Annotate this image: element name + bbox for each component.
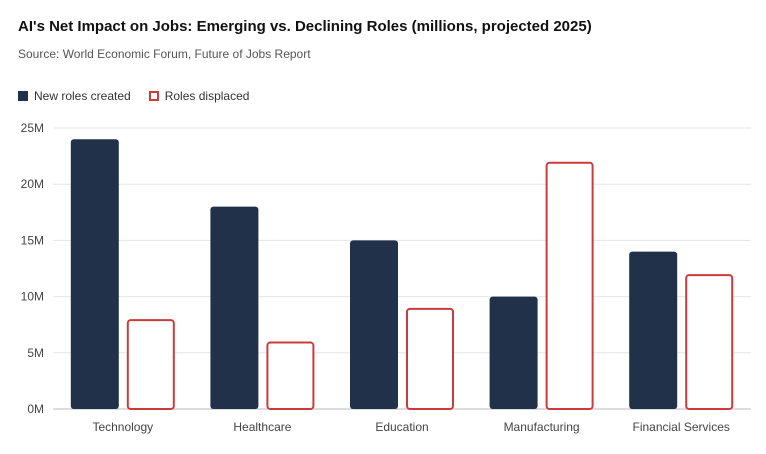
legend-label-displaced: Roles displaced (164, 89, 250, 103)
legend-swatch-created (18, 91, 28, 101)
chart-title: AI's Net Impact on Jobs: Emerging vs. De… (18, 18, 592, 35)
x-tick-label: Financial Services (633, 420, 730, 434)
bar-created-financial-services[interactable] (629, 251, 678, 409)
y-tick-label: 5M (27, 346, 44, 360)
legend-item-created[interactable]: New roles created (18, 89, 131, 103)
x-tick-label: Healthcare (233, 420, 291, 434)
y-tick-label: 15M (21, 233, 44, 247)
bar-displaced-education[interactable] (406, 307, 454, 410)
legend-label-created: New roles created (34, 89, 131, 103)
chart-subtitle: Source: World Economic Forum, Future of … (18, 47, 311, 61)
bar-created-technology[interactable] (70, 139, 119, 410)
x-tick-label: Education (375, 420, 428, 434)
bar-displaced-healthcare[interactable] (266, 341, 315, 410)
legend-swatch-displaced (148, 91, 159, 101)
y-tick-label: 25M (21, 121, 44, 135)
y-tick-label: 0M (27, 402, 44, 416)
bar-displaced-financial-services[interactable] (685, 274, 734, 410)
bar-created-manufacturing[interactable] (489, 296, 538, 409)
x-tick-label: Manufacturing (504, 420, 580, 434)
bar-displaced-manufacturing[interactable] (545, 161, 594, 410)
bar-created-education[interactable] (350, 240, 398, 409)
y-tick-label: 10M (21, 290, 44, 304)
bar-created-healthcare[interactable] (210, 206, 259, 409)
y-tick-label: 20M (21, 177, 44, 191)
x-tick-label: Technology (92, 420, 153, 434)
bar-displaced-technology[interactable] (126, 319, 175, 410)
legend: New roles created Roles displaced (18, 89, 267, 103)
legend-item-displaced[interactable]: Roles displaced (148, 89, 250, 103)
